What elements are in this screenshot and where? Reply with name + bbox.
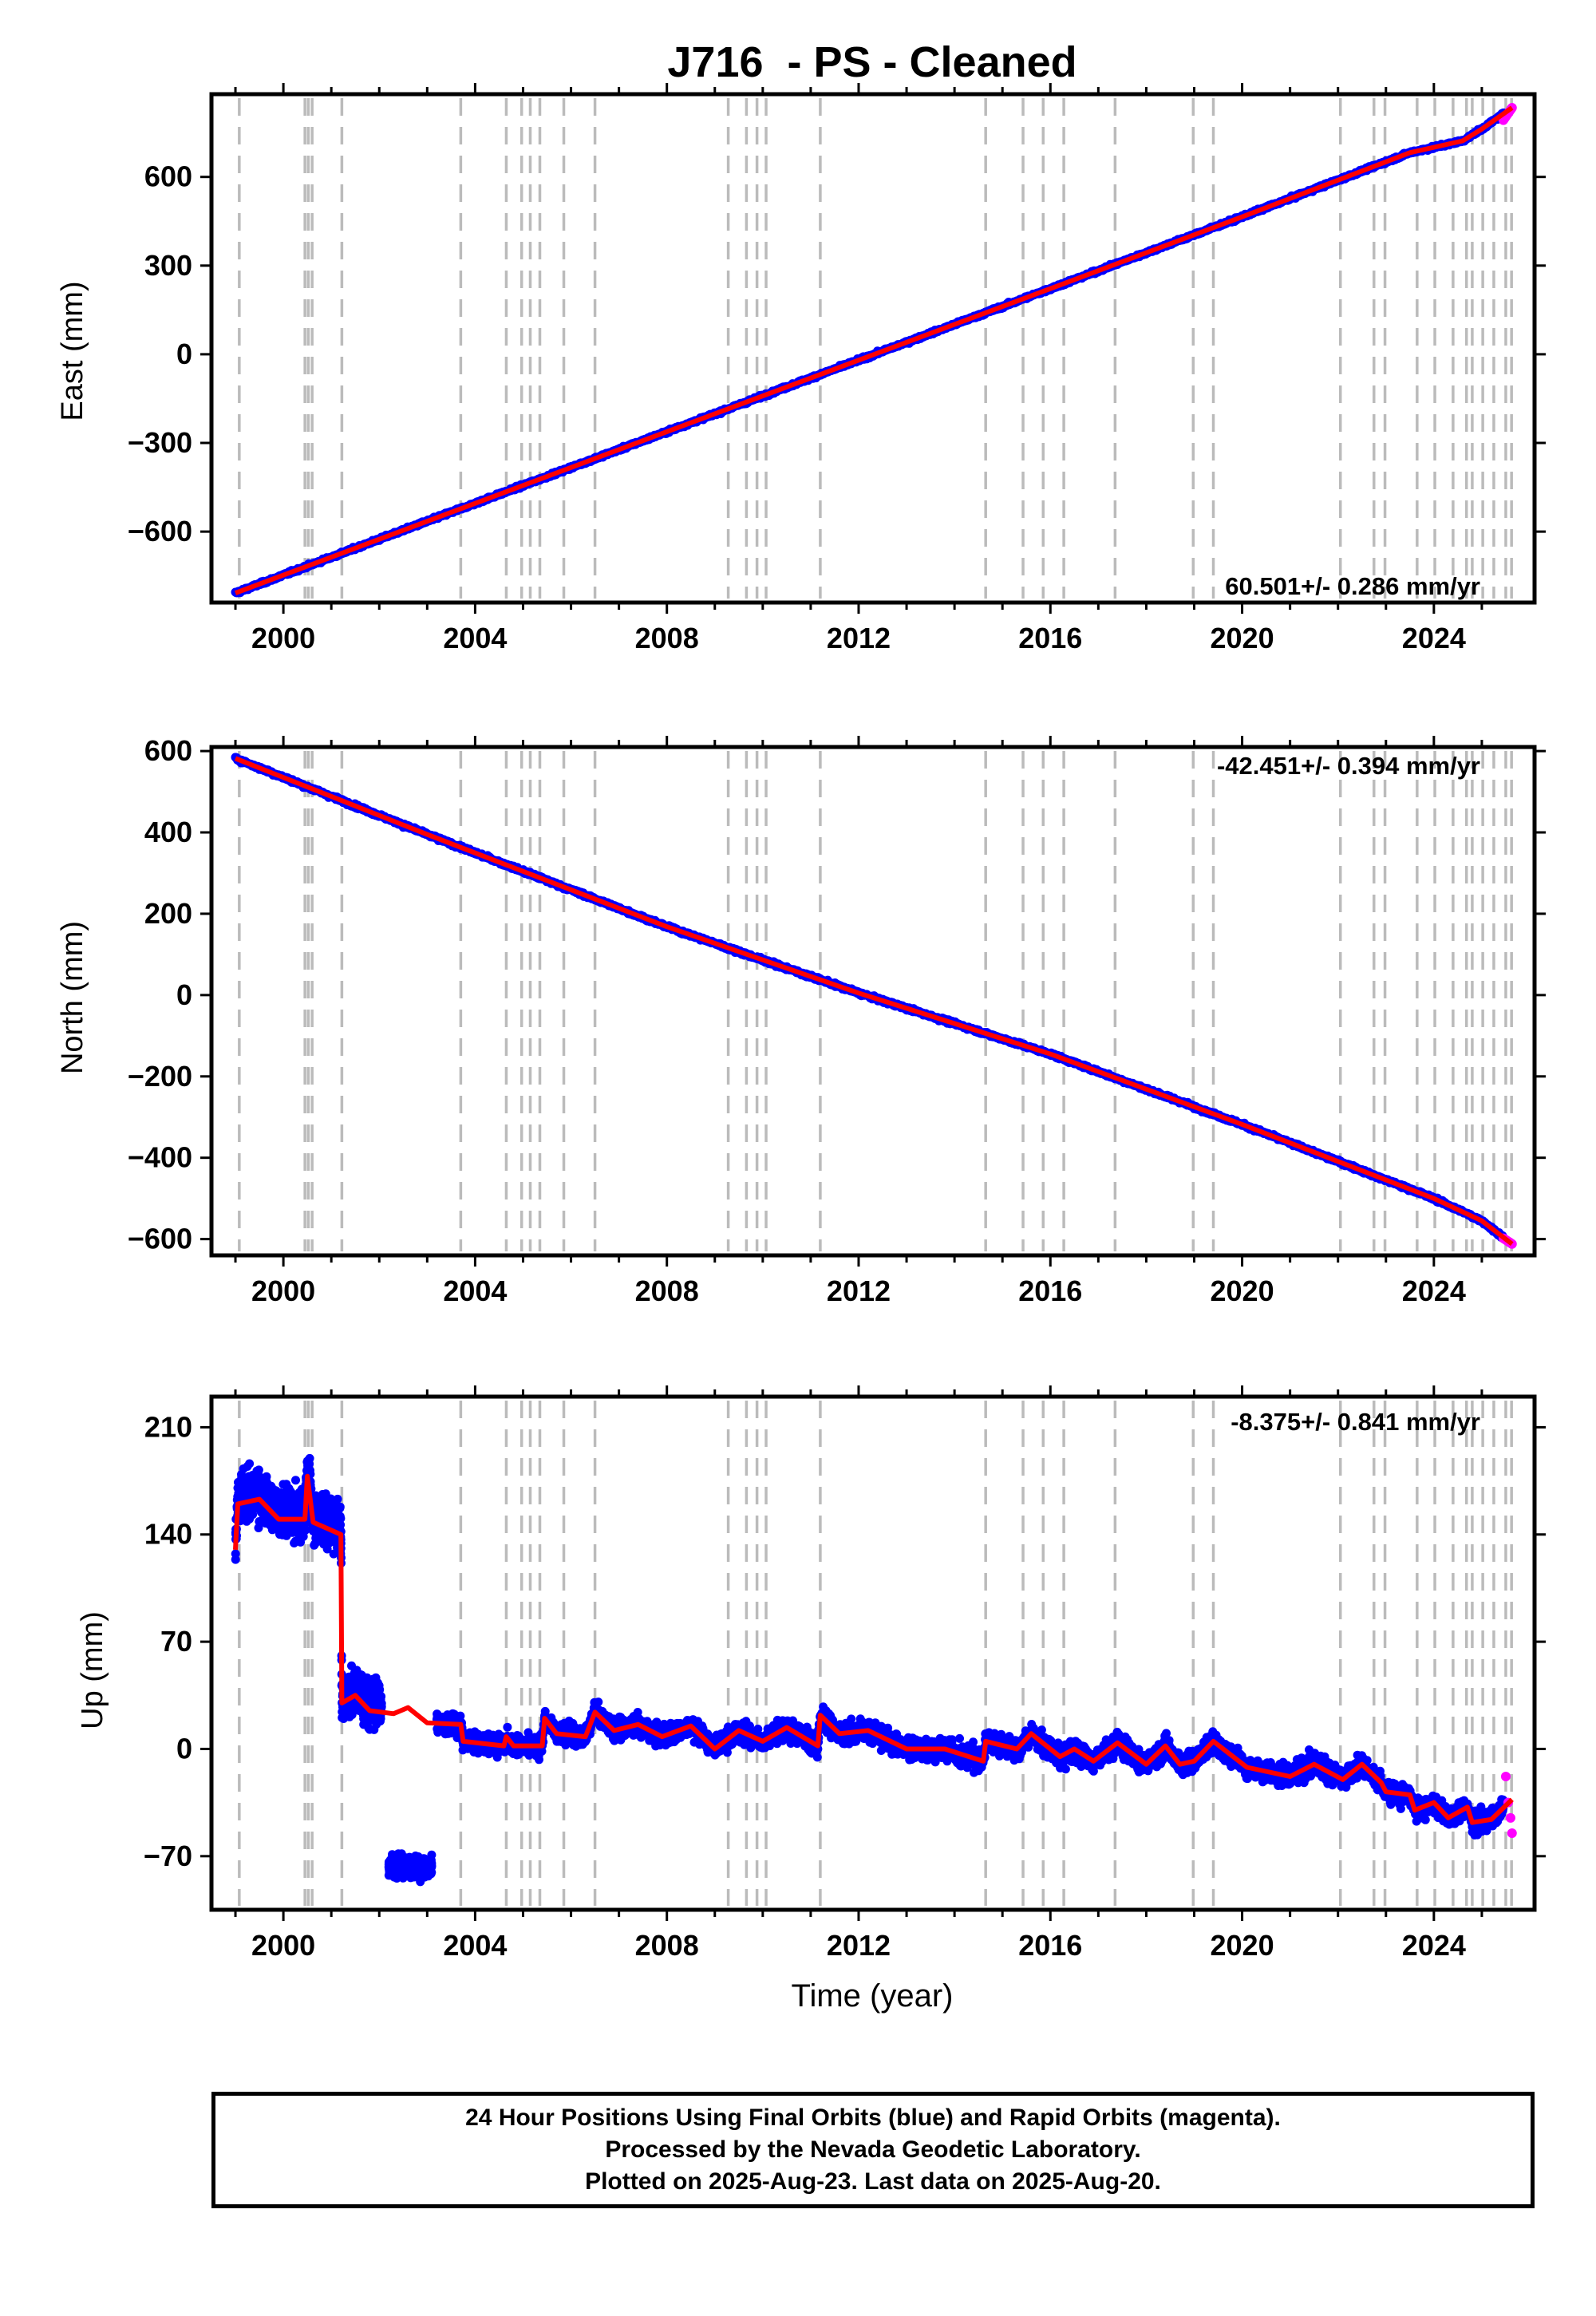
x-tick-label: 2020: [1211, 622, 1274, 654]
east-panel: East (mm) 60.501+/- 0.286 mm/yr −600 −300…: [56, 83, 1546, 654]
chart-title: J716 - PS - Cleaned: [667, 38, 1077, 86]
east-plot-area: [231, 98, 1517, 599]
x-tick-label: 2000: [251, 622, 315, 654]
y-tick-label: 0: [176, 338, 192, 370]
north-panel: North (mm) -42.451+/- 0.394 mm/yr −600−4…: [56, 734, 1546, 1307]
x-tick-label: 2004: [443, 622, 507, 654]
y-tick-label: −300: [128, 426, 192, 459]
x-tick-label: 2008: [635, 622, 699, 654]
y-tick-label: −600: [128, 515, 192, 547]
y-tick-label: 300: [144, 249, 192, 282]
x-tick-label: 2024: [1402, 622, 1466, 654]
y-tick-label: 600: [144, 160, 192, 193]
north-plot-area: [231, 751, 1517, 1251]
east-ylabel: East (mm): [56, 281, 89, 421]
x-tick-label: 2012: [827, 622, 891, 654]
x-tick-label: 2016: [1018, 622, 1082, 654]
east-rate-label: 60.501+/- 0.286 mm/yr: [1225, 572, 1480, 600]
